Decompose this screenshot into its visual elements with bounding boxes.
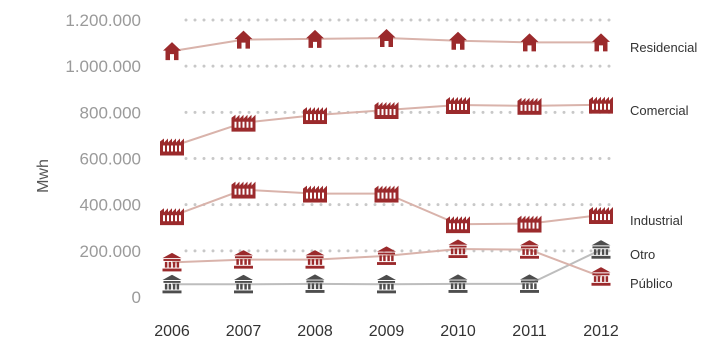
- series-line: [171, 247, 602, 278]
- factory-icon: [517, 97, 542, 115]
- y-axis-label: Mwh: [35, 159, 52, 193]
- y-axis-ticks: 0 200.000 400.000 600.000 800.000 1.000.000 1.…: [65, 11, 141, 307]
- y-tick-label: 0: [132, 288, 141, 307]
- x-tick-label: 2012: [583, 323, 619, 340]
- y-tick-label: 200.000: [80, 242, 141, 261]
- y-tick-label: 800.000: [80, 103, 141, 122]
- factory-icon: [517, 215, 542, 233]
- y-tick-label: 1.200.000: [65, 11, 141, 30]
- factory-icon: [374, 185, 399, 203]
- temple-icon: [591, 240, 611, 259]
- x-tick-label: 2010: [440, 323, 476, 340]
- series-line: [172, 248, 602, 286]
- factory-icon: [446, 96, 470, 114]
- house-icon: [163, 42, 181, 61]
- x-tick-label: 2011: [512, 323, 547, 340]
- factory-icon: [589, 207, 613, 225]
- series-labels: Residencial Comercial Industrial Otro Públic…: [630, 40, 697, 291]
- factory-icon: [303, 107, 327, 125]
- house-icon: [520, 33, 539, 52]
- y-tick-label: 400.000: [80, 196, 141, 215]
- factory-icon: [160, 208, 184, 226]
- series-label: Residencial: [630, 40, 697, 55]
- grid: [184, 18, 620, 253]
- series-label: Público: [630, 276, 673, 291]
- series-label: Industrial: [630, 213, 683, 228]
- y-tick-label: 1.000.000: [65, 57, 141, 76]
- house-icon: [306, 29, 324, 48]
- house-icon: [234, 30, 253, 49]
- factory-icon: [589, 96, 613, 114]
- series-label: Comercial: [630, 103, 689, 118]
- x-tick-label: 2009: [369, 323, 405, 340]
- x-axis-ticks: 2006 2007 2008 2009 2010 2011 2012: [154, 323, 619, 340]
- factory-icon: [446, 216, 470, 234]
- y-tick-label: 600.000: [80, 150, 141, 169]
- x-tick-label: 2007: [226, 323, 262, 340]
- series-label: Otro: [630, 247, 655, 262]
- x-tick-label: 2008: [297, 323, 333, 340]
- factory-icon: [160, 138, 184, 156]
- house-icon: [592, 33, 610, 52]
- factory-icon: [231, 114, 256, 132]
- house-icon: [449, 31, 467, 50]
- factory-icon: [231, 181, 256, 199]
- factory-icon: [303, 185, 327, 203]
- series-markers: [160, 29, 613, 294]
- house-icon: [377, 29, 396, 48]
- factory-icon: [374, 102, 399, 120]
- x-tick-label: 2006: [154, 323, 190, 340]
